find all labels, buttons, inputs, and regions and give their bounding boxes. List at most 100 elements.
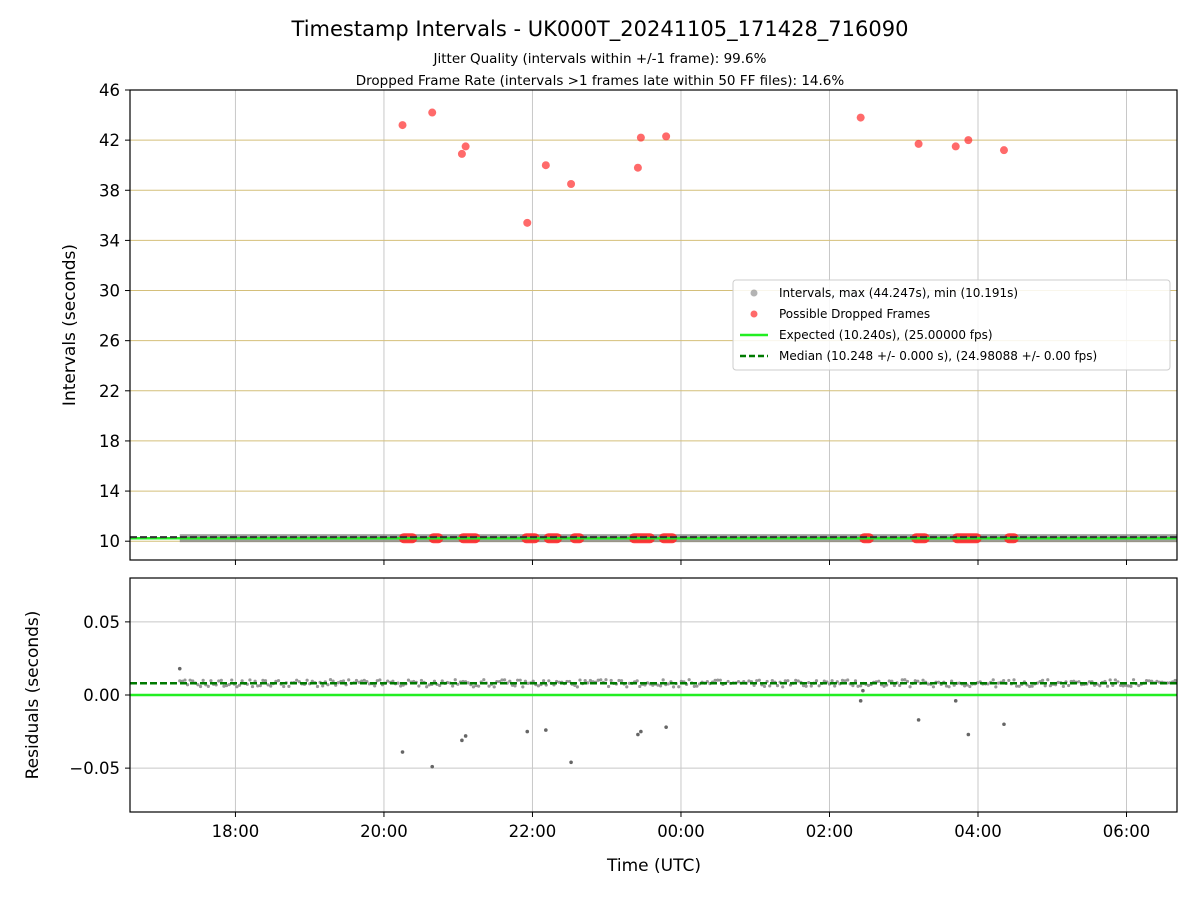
residual-point (968, 684, 972, 689)
residual-point (1121, 684, 1125, 688)
residual-point (809, 684, 813, 688)
residual-point (1061, 684, 1065, 689)
residual-point (521, 685, 525, 689)
dropped-frame-point (964, 136, 973, 145)
residual-outlier-point (636, 732, 640, 737)
dropped-frame-point (633, 163, 642, 172)
residual-point (656, 683, 660, 687)
residual-point (1043, 684, 1047, 688)
residual-point (224, 683, 229, 688)
x-tick-label: 04:00 (954, 822, 1002, 841)
intervals-panel: 10 14 18 22 26 30 34 38 42 46 (99, 81, 1178, 565)
residual-point (487, 684, 491, 688)
residual-point (456, 682, 460, 686)
dropped-frame-point (523, 218, 532, 227)
residual-point (453, 678, 457, 682)
residual-point (859, 684, 863, 688)
y-tick-label: 46 (99, 81, 120, 100)
residual-point (1007, 678, 1011, 683)
residual-point (1098, 684, 1102, 688)
residual-point (399, 684, 403, 688)
residual-point (482, 678, 486, 682)
y-tick-label: 30 (99, 282, 120, 301)
residual-point (1105, 684, 1110, 688)
residual-point (1015, 684, 1019, 688)
residual-outlier-point (400, 750, 405, 754)
residual-point (542, 679, 546, 683)
residual-point (775, 684, 780, 688)
residual-point (908, 685, 912, 689)
residual-point (853, 679, 858, 683)
residual-point (536, 684, 541, 688)
residual-point (994, 685, 998, 689)
dropped-frame-point (541, 161, 550, 170)
residual-point (516, 678, 520, 682)
dropped-frame-point (457, 149, 466, 158)
residual-point (1129, 684, 1133, 688)
residual-point (991, 678, 995, 682)
x-tick-label: 00:00 (657, 822, 705, 841)
residual-point (814, 679, 819, 683)
residual-outlier-point (916, 718, 921, 722)
residual-point (783, 679, 787, 683)
legend-label-intervals: Intervals, max (44.247s), min (10.191s) (779, 286, 1018, 300)
residual-point (658, 684, 663, 688)
residual-point (1048, 684, 1052, 688)
residual-point (508, 679, 512, 683)
residual-point (248, 678, 252, 682)
y-tick-label: 38 (99, 181, 120, 200)
residual-point (794, 678, 798, 683)
residual-point (877, 679, 881, 683)
residual-point (638, 684, 642, 689)
dropped-frame-point (914, 139, 923, 148)
residual-point (625, 685, 629, 689)
residual-point (425, 685, 429, 689)
residual-point (471, 685, 476, 689)
residual-point (807, 680, 811, 685)
dropped-frame-point (636, 133, 645, 142)
residual-point (503, 678, 507, 682)
residual-point (526, 681, 530, 685)
residual-point (256, 684, 260, 688)
x-tick-label: 02:00 (806, 822, 854, 841)
y-tick-label: 42 (99, 131, 120, 150)
residual-point (903, 678, 907, 682)
residual-point (913, 679, 917, 683)
residual-point (661, 678, 665, 682)
residual-point (263, 679, 268, 683)
y-tick-label: 18 (99, 432, 120, 451)
residual-point (931, 685, 936, 689)
residual-point (900, 678, 904, 682)
residual-point (830, 679, 834, 683)
residual-point (578, 678, 582, 682)
axes-frame (129, 89, 1178, 561)
residual-point (269, 684, 273, 688)
residual-point (770, 679, 774, 683)
residual-point (768, 684, 772, 688)
residual-point (817, 684, 821, 688)
residual-point (843, 679, 847, 683)
residual-point (1131, 678, 1136, 682)
residual-point (1116, 680, 1120, 684)
residual-point (227, 683, 231, 687)
residual-point (1012, 678, 1016, 682)
residual-point (198, 684, 203, 689)
residual-point (360, 679, 364, 683)
residual-point (666, 682, 670, 686)
y-tick-label: −0.05 (69, 759, 120, 778)
residual-point (856, 684, 860, 688)
residual-outlier-point (177, 666, 182, 671)
residual-point (801, 684, 806, 688)
residual-outlier-point (664, 725, 668, 729)
y-tick-label: 14 (99, 482, 120, 501)
residual-point (235, 685, 239, 689)
residual-point (916, 679, 920, 683)
residual-point (466, 681, 470, 685)
residual-point (217, 679, 221, 683)
legend: Intervals, max (44.247s), min (10.191s) … (732, 279, 1171, 371)
residual-point (822, 679, 826, 683)
residual-point (716, 678, 720, 682)
residual-point (191, 679, 195, 683)
chart-title: Timestamp Intervals - UK000T_20241105_17… (291, 17, 909, 42)
